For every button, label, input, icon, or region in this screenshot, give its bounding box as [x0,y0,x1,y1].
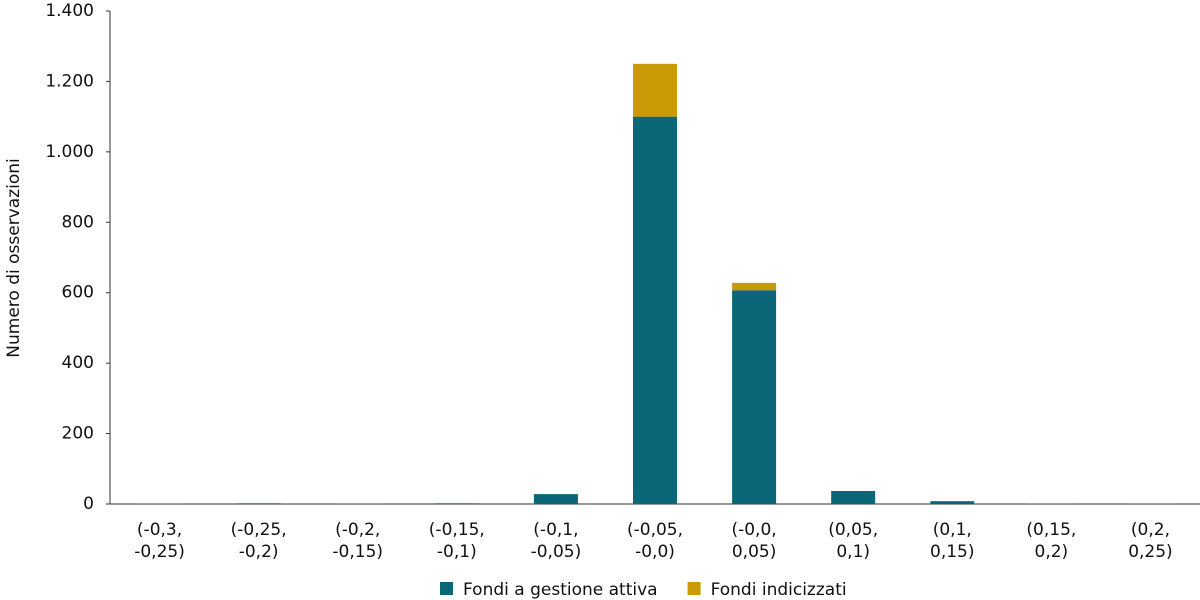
legend-swatch [440,582,453,595]
legend-label: Fondi indicizzati [711,580,847,600]
bar-segment [831,490,876,504]
x-tick-label-line: -0,15) [332,542,383,562]
y-tick-label: 400 [62,353,94,373]
x-tick-label-line: (-0,1, [533,520,578,540]
x-tick-label: (-0,3, -0,25) [134,520,185,562]
x-tick-label: (-0,0, 0,05) [731,520,776,562]
bar-segment [633,63,677,117]
x-tick-label-line: -0,0) [635,542,675,562]
x-tick-label: (0,15, 0,2) [1026,520,1076,562]
x-tick-label-line: -0,25) [134,542,185,562]
bar-segment [633,116,677,505]
x-tick-label-line: (-0,25, [231,520,287,540]
y-tick-label: 200 [62,424,94,444]
y-tick-label: 1.000 [45,142,94,162]
legend-label: Fondi a gestione attiva [463,580,658,600]
y-tick-label: 800 [62,212,94,232]
x-tick-label: (0,2, 0,25) [1128,520,1172,562]
x-tick-label-line: (-0,05, [627,520,683,540]
y-tick-label: 1.200 [45,71,94,91]
x-tick-label-line: -0,1) [437,542,477,562]
x-tick-label: (-0,15, -0,1) [429,520,485,562]
x-tick-label-line: (0,05, [828,520,878,540]
x-tick-label-line: (-0,0, [731,520,776,540]
x-tick-label: (0,1, 0,15) [930,520,974,562]
bar-segment [732,282,777,291]
x-tick-label-line: 0,1) [836,542,870,562]
x-tick-label-line: 0,05) [732,542,776,562]
x-tick-label-line: -0,05) [531,542,582,562]
x-tick-label: (0,05, 0,1) [828,520,878,562]
bar-segment [732,290,777,504]
x-tick-label: (-0,05, -0,0) [627,520,683,562]
x-tick-label-line: (-0,15, [429,520,485,540]
x-tick-label-line: (0,15, [1026,520,1076,540]
y-tick-label: 1.400 [45,1,94,21]
legend-swatch [687,582,701,595]
x-tick-label: (-0,2, -0,15) [332,520,383,562]
x-tick-label-line: (0,2, [1131,520,1170,540]
x-tick-label: (-0,1, -0,05) [531,520,582,562]
x-tick-label-line: (0,1, [933,520,972,540]
bar-segment [930,501,975,504]
bar-segment [434,503,479,504]
y-tick-label: 0 [83,494,94,514]
x-tick-label-line: -0,2) [239,542,279,562]
bar-segment [533,494,578,504]
bar-segment [236,503,281,504]
x-tick-label: (-0,25, -0,2) [231,520,287,562]
x-tick-label-line: 0,25) [1128,542,1172,562]
y-axis-label: Numero di osservazioni [4,158,24,357]
x-tick-label-line: 0,15) [930,542,974,562]
x-tick-label-line: 0,2) [1035,542,1069,562]
y-tick-label: 600 [62,283,94,303]
x-tick-label-line: (-0,3, [137,520,182,540]
x-tick-label-line: (-0,2, [335,520,380,540]
